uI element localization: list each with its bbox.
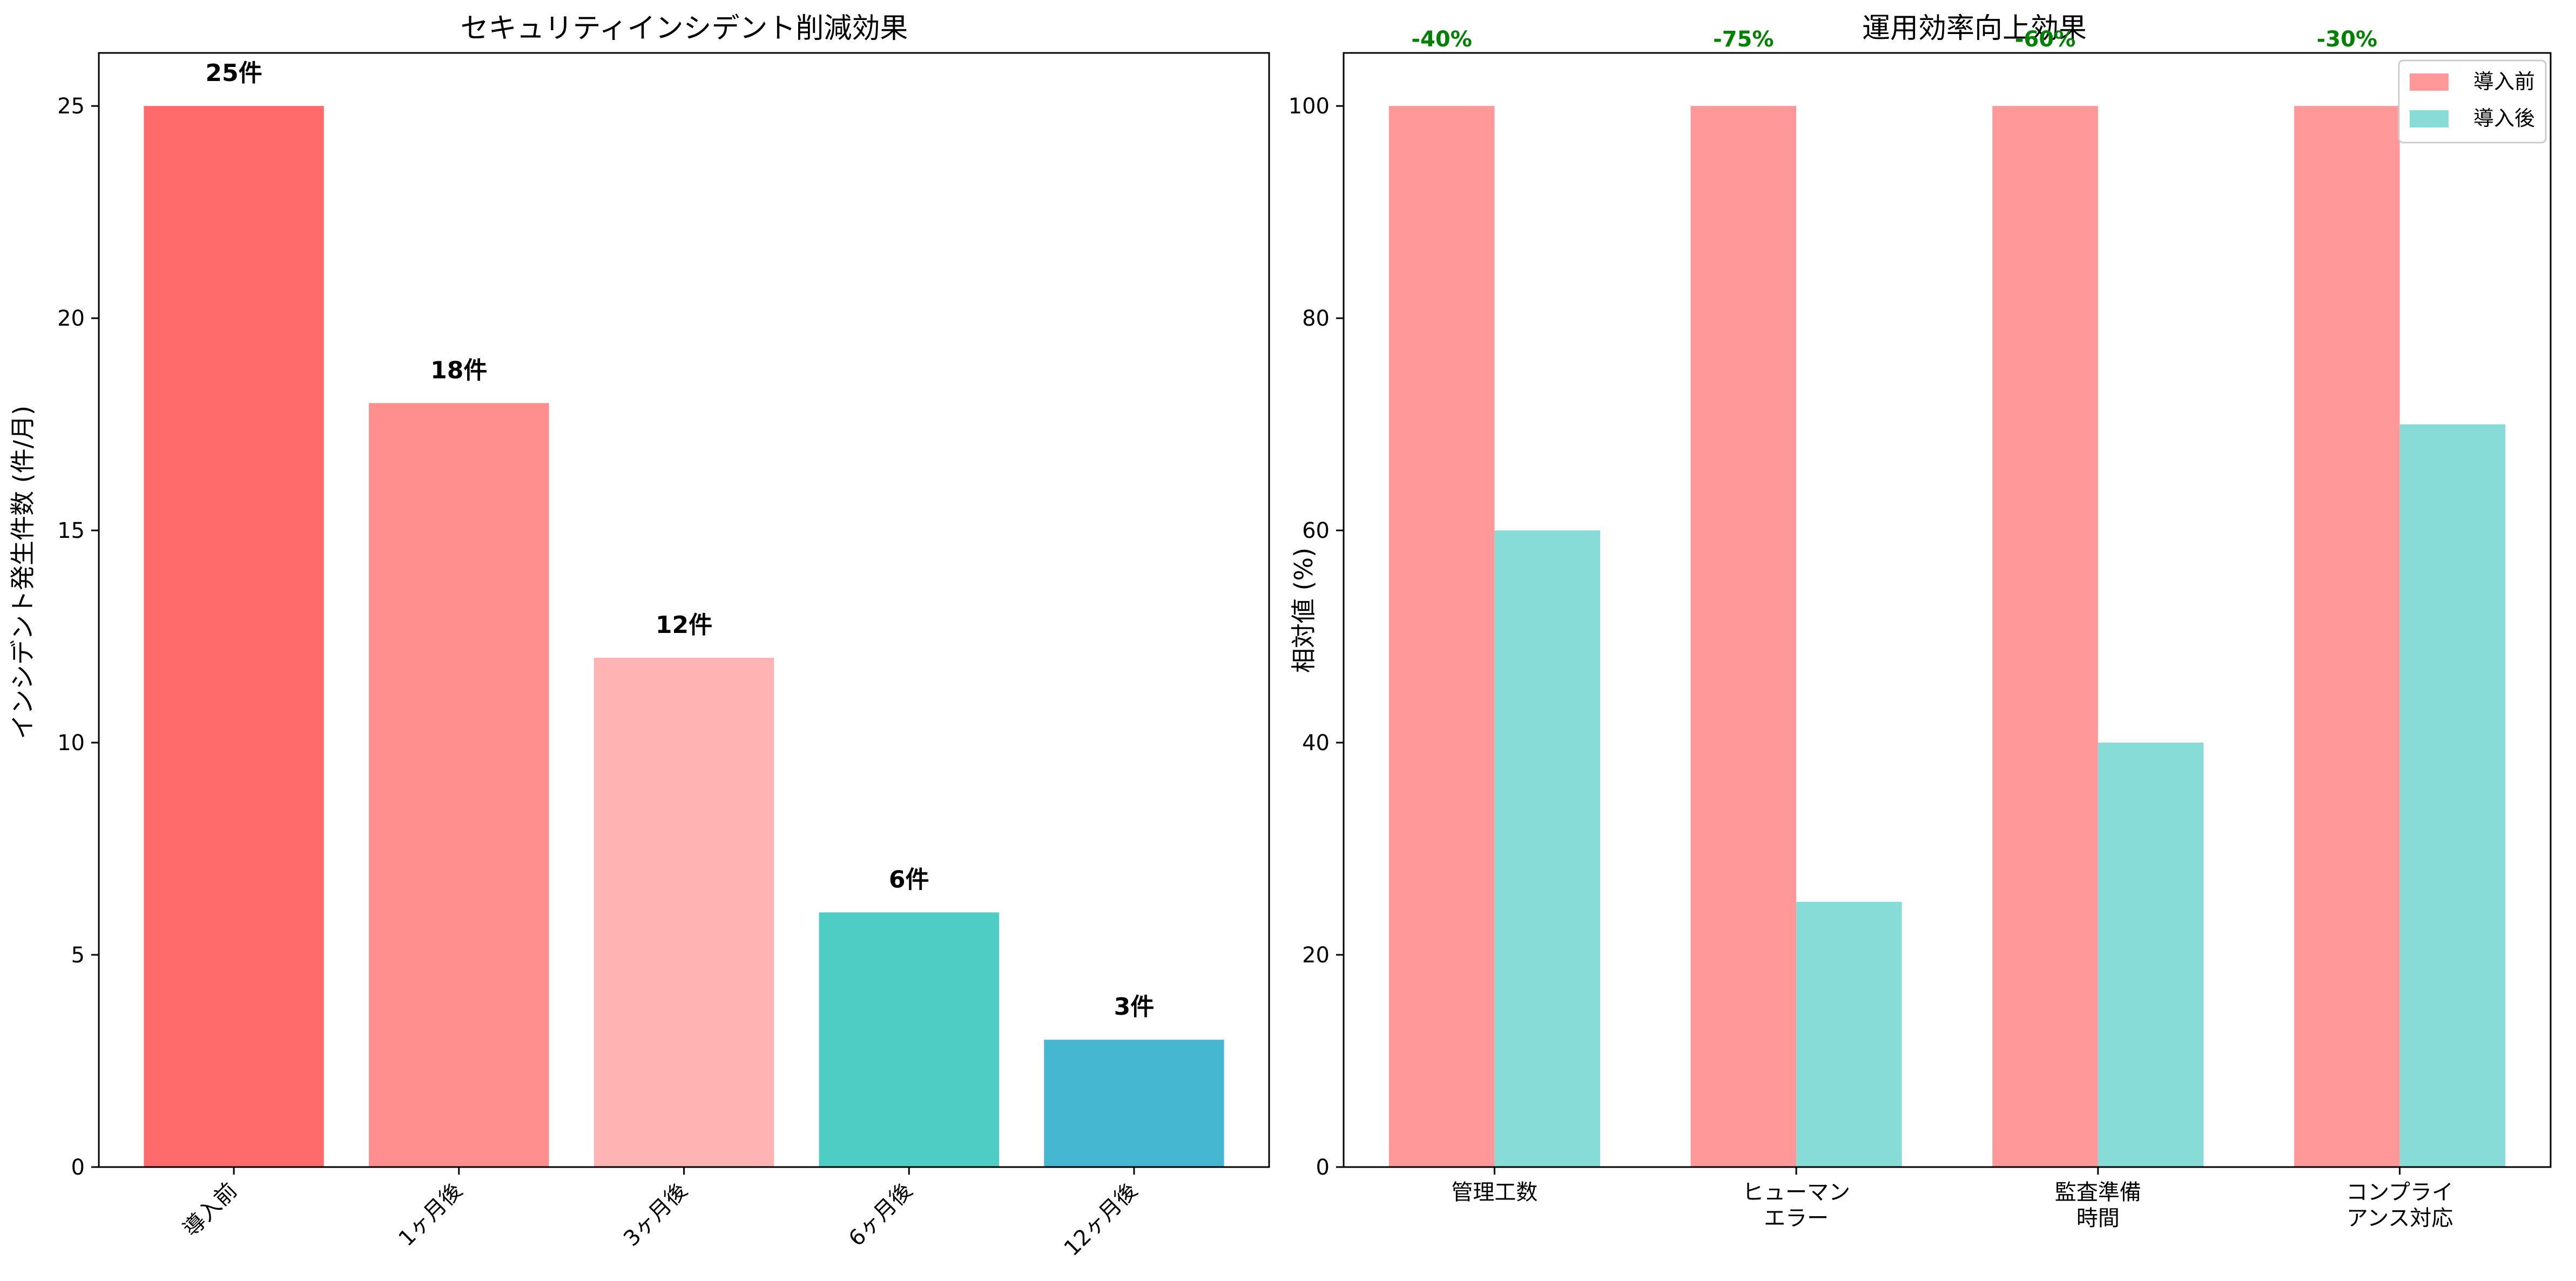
x-tick-label: ヒューマンエラー xyxy=(1742,1180,1850,1231)
bar xyxy=(594,657,774,1167)
y-tick-label: 60 xyxy=(1302,518,1330,543)
value-label: 25件 xyxy=(205,59,262,87)
bar xyxy=(1044,1040,1224,1167)
legend: 導入前 導入後 xyxy=(2398,59,2547,144)
y-tick-label: 5 xyxy=(71,943,85,968)
bar-after xyxy=(2399,424,2506,1167)
bar-before xyxy=(1992,106,2098,1168)
y-axis-label: インシデント発生件数 (件/月) xyxy=(8,406,37,739)
chart-efficiency-improvement: 運用効率向上効果 相対値 (%) 0 20 40 60 80 100 -40% -75% -6… xyxy=(1289,12,2552,1231)
bars xyxy=(144,106,1224,1168)
value-label: 18件 xyxy=(430,356,487,384)
reduction-label: -30% xyxy=(2317,27,2377,52)
y-axis-label: 相対値 (%) xyxy=(1289,548,1318,673)
y-tick-label: 0 xyxy=(71,1155,85,1180)
bars xyxy=(1388,106,2506,1168)
x-tick-label: 管理工数 xyxy=(1451,1180,1537,1205)
bar-after xyxy=(2098,743,2204,1167)
reduction-label: -60% xyxy=(2015,27,2075,52)
reduction-label: -75% xyxy=(1713,27,1773,52)
legend-label-after: 導入後 xyxy=(2473,106,2535,130)
value-label: 3件 xyxy=(1114,993,1155,1021)
y-axis-ticks: 0 5 10 15 20 25 xyxy=(57,94,99,1180)
chart-title: セキュリティインシデント削減効果 xyxy=(461,12,908,45)
y-tick-label: 100 xyxy=(1289,94,1330,119)
x-axis-ticks: 管理工数 ヒューマンエラー 監査準備時間 コンプライアンス対応 xyxy=(1451,1167,2453,1231)
bar xyxy=(819,912,999,1167)
reduction-annotations: -40% -75% -60% -30% xyxy=(1411,27,2377,52)
y-tick-label: 25 xyxy=(57,94,85,119)
bar-after xyxy=(1796,901,1902,1167)
value-label: 6件 xyxy=(889,866,929,893)
plot-frame xyxy=(1343,52,2552,1168)
bar-before xyxy=(2294,106,2400,1168)
legend-label-before: 導入前 xyxy=(2473,70,2535,93)
y-tick-label: 20 xyxy=(57,306,85,331)
y-tick-label: 80 xyxy=(1302,306,1330,331)
legend-swatch-after xyxy=(2410,110,2449,127)
bar xyxy=(369,403,549,1168)
y-tick-label: 15 xyxy=(57,518,85,543)
chart-title: 運用効率向上効果 xyxy=(1862,12,2087,45)
reduction-label: -40% xyxy=(1411,27,1472,52)
y-tick-label: 0 xyxy=(1316,1155,1330,1180)
y-tick-label: 10 xyxy=(57,731,85,756)
y-axis-ticks: 0 20 40 60 80 100 xyxy=(1289,94,1344,1180)
value-label: 12件 xyxy=(656,611,712,639)
bar-before xyxy=(1388,106,1495,1168)
bar-after xyxy=(1494,530,1600,1168)
y-tick-label: 40 xyxy=(1302,731,1330,756)
y-tick-label: 20 xyxy=(1302,943,1330,968)
bar xyxy=(144,106,324,1168)
bar-before xyxy=(1690,106,1797,1168)
x-tick-label: コンプライアンス対応 xyxy=(2346,1180,2453,1231)
plot-frame xyxy=(98,52,1270,1168)
legend-swatch-before xyxy=(2410,73,2449,91)
value-labels: 25件 18件 12件 6件 3件 xyxy=(205,59,1154,1021)
x-tick-label: 監査準備時間 xyxy=(2055,1180,2141,1231)
